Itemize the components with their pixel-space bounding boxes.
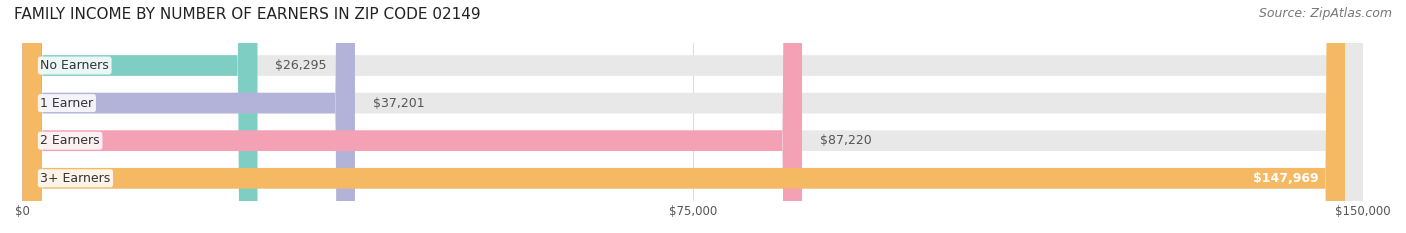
FancyBboxPatch shape [22,0,801,233]
Text: FAMILY INCOME BY NUMBER OF EARNERS IN ZIP CODE 02149: FAMILY INCOME BY NUMBER OF EARNERS IN ZI… [14,7,481,22]
Text: Source: ZipAtlas.com: Source: ZipAtlas.com [1258,7,1392,20]
Text: 1 Earner: 1 Earner [41,97,93,110]
Text: 2 Earners: 2 Earners [41,134,100,147]
FancyBboxPatch shape [22,0,1364,233]
Text: $87,220: $87,220 [820,134,872,147]
FancyBboxPatch shape [22,0,1364,233]
FancyBboxPatch shape [22,0,1346,233]
Text: 3+ Earners: 3+ Earners [41,172,111,185]
FancyBboxPatch shape [22,0,1364,233]
FancyBboxPatch shape [22,0,354,233]
Text: No Earners: No Earners [41,59,110,72]
Text: $37,201: $37,201 [373,97,425,110]
Text: $26,295: $26,295 [276,59,326,72]
FancyBboxPatch shape [22,0,1364,233]
FancyBboxPatch shape [22,0,257,233]
Text: $147,969: $147,969 [1253,172,1319,185]
